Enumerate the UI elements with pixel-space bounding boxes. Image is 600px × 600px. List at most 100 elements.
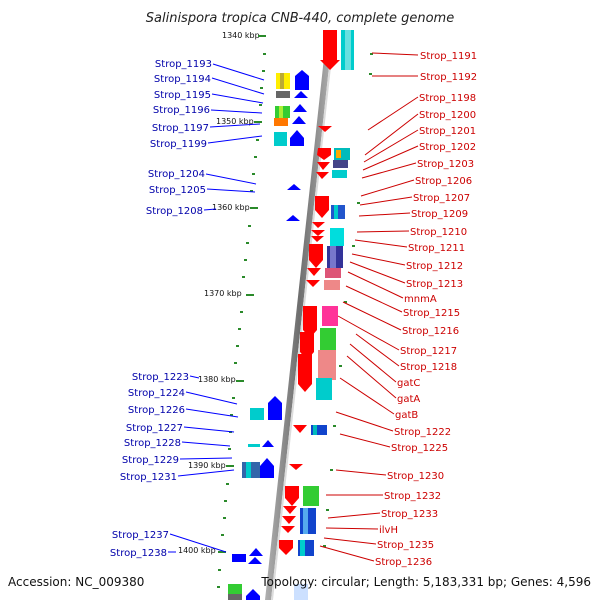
gene-arrow	[306, 280, 320, 287]
gene-label: Strop_1231	[120, 472, 177, 483]
gene-label: Strop_1229	[122, 455, 179, 466]
gene-label: Strop_1213	[406, 279, 463, 290]
domain-box	[294, 584, 308, 600]
gene-label: Strop_1201	[419, 126, 476, 137]
ruler-label: 1340 kbp	[222, 31, 260, 40]
gene-arrow	[279, 540, 293, 555]
gene-arrow	[283, 506, 297, 514]
ruler-label: 1390 kbp	[188, 461, 226, 470]
gene-arrow	[311, 230, 325, 236]
gene-label: Strop_1205	[149, 185, 206, 196]
gene-label: Strop_1228	[124, 438, 181, 449]
gene-arrow	[320, 30, 340, 70]
gene-label: Strop_1215	[403, 308, 460, 319]
gene-arrow	[293, 425, 307, 433]
domain-box	[322, 306, 338, 326]
ruler-label: 1360 kbp	[212, 203, 250, 212]
gene-label: Strop_1230	[387, 471, 444, 482]
gene-arrow	[282, 516, 296, 524]
gene-label: Strop_1195	[154, 90, 211, 101]
gene-arrow	[298, 354, 312, 392]
domain-box	[311, 425, 327, 435]
domain-box	[300, 540, 305, 556]
gene-arrow	[281, 526, 295, 533]
gene-label: gatB	[395, 410, 418, 421]
gene-label: Strop_1204	[148, 169, 205, 180]
gene-label: Strop_1236	[375, 557, 432, 568]
ruler-label: 1370 kbp	[204, 289, 242, 298]
gene-arrow	[292, 116, 306, 124]
domain-box	[303, 486, 319, 506]
gene-arrow	[317, 162, 330, 170]
gene-arrow	[293, 104, 307, 112]
gene-label: Strop_1226	[128, 405, 185, 416]
gene-label: Strop_1209	[411, 209, 468, 220]
forward-features	[279, 30, 354, 600]
gene-label: Strop_1235	[377, 540, 434, 551]
gene-arrow	[307, 268, 321, 276]
domain-box	[330, 246, 336, 268]
domain-box	[324, 280, 340, 290]
gene-label: Strop_1194	[154, 74, 211, 85]
domain-box	[334, 205, 338, 219]
gene-label: Strop_1192	[420, 72, 477, 83]
gene-arrow	[248, 557, 262, 564]
gene-arrow	[311, 236, 324, 242]
gene-arrow	[249, 548, 263, 556]
gene-label: gatA	[397, 394, 420, 405]
domain-box	[246, 462, 251, 478]
gene-label: Strop_1191	[420, 51, 477, 62]
gene-label: Strop_1210	[410, 227, 467, 238]
domain-box	[320, 328, 336, 350]
gene-label: Strop_1218	[400, 362, 457, 373]
domain-box	[250, 408, 264, 420]
gene-arrow	[286, 215, 300, 221]
domain-box	[274, 132, 287, 146]
domain-box	[345, 30, 351, 70]
ruler-label: 1350 kbp	[216, 117, 254, 126]
gene-arrow	[287, 184, 301, 190]
gene-label: Strop_1216	[402, 326, 459, 337]
gene-arrow	[303, 306, 317, 338]
domain-box	[336, 150, 341, 158]
domain-box	[313, 425, 317, 435]
domain-box	[330, 228, 344, 246]
gene-arrow	[268, 396, 282, 420]
gene-label: Strop_1238	[110, 548, 167, 559]
right-leaders	[319, 52, 419, 562]
domain-box	[276, 91, 290, 98]
gene-label: Strop_1206	[415, 176, 472, 187]
gene-arrow	[312, 222, 325, 228]
domain-box	[279, 106, 283, 118]
reverse-features	[228, 70, 309, 600]
gene-label: Strop_1223	[132, 372, 189, 383]
domain-box	[318, 350, 336, 380]
gene-label: Strop_1222	[394, 427, 451, 438]
gene-arrow	[285, 486, 299, 506]
domain-box	[332, 170, 347, 178]
domain-box	[248, 444, 260, 447]
gene-label: Strop_1211	[408, 243, 465, 254]
left-leaders	[168, 63, 265, 553]
gene-label: Strop_1212	[406, 261, 463, 272]
accession-text: Accession: NC_009380	[8, 575, 144, 589]
gene-arrow	[290, 130, 304, 146]
gene-arrow	[316, 172, 329, 179]
domain-box	[280, 73, 284, 89]
gene-arrow	[289, 464, 303, 470]
domain-box	[325, 268, 341, 278]
gene-arrow	[300, 332, 314, 360]
gene-label: Strop_1224	[128, 388, 185, 399]
gene-arrow	[260, 458, 274, 478]
gene-label: Strop_1198	[419, 93, 476, 104]
domain-box	[228, 594, 242, 600]
right-gene-labels: Strop_1191 Strop_1192 Strop_1198 Strop_1…	[375, 51, 477, 568]
gene-arrow	[294, 91, 308, 98]
gene-arrow	[309, 244, 323, 268]
gene-label: Strop_1197	[152, 123, 209, 134]
gene-arrow	[317, 148, 331, 160]
ruler-label: 1380 kbp	[198, 375, 236, 384]
gene-arrow	[315, 196, 329, 218]
left-gene-labels: Strop_1193 Strop_1194 Strop_1195 Strop_1…	[110, 59, 212, 559]
